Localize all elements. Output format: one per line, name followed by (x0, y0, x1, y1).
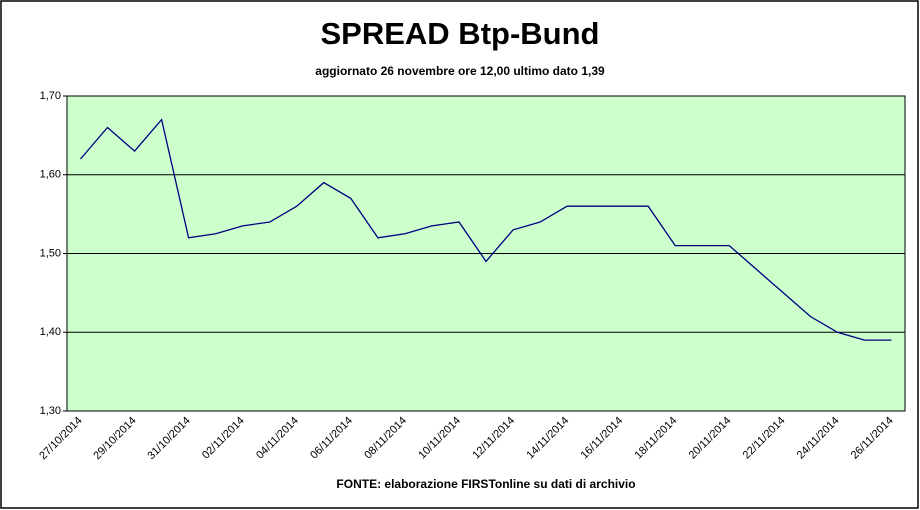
chart-subtitle: aggiornato 26 novembre ore 12,00 ultimo … (315, 64, 605, 78)
y-tick-label: 1,50 (40, 247, 61, 259)
chart-title: SPREAD Btp-Bund (321, 16, 600, 51)
source-note: FONTE: elaborazione FIRSTonline su dati … (336, 477, 635, 491)
y-tick-label: 1,40 (40, 326, 61, 338)
y-tick-label: 1,70 (40, 90, 61, 102)
data-line (80, 118, 892, 341)
y-tick-label: 1,30 (40, 405, 61, 417)
y-tick-label: 1,60 (40, 169, 61, 181)
